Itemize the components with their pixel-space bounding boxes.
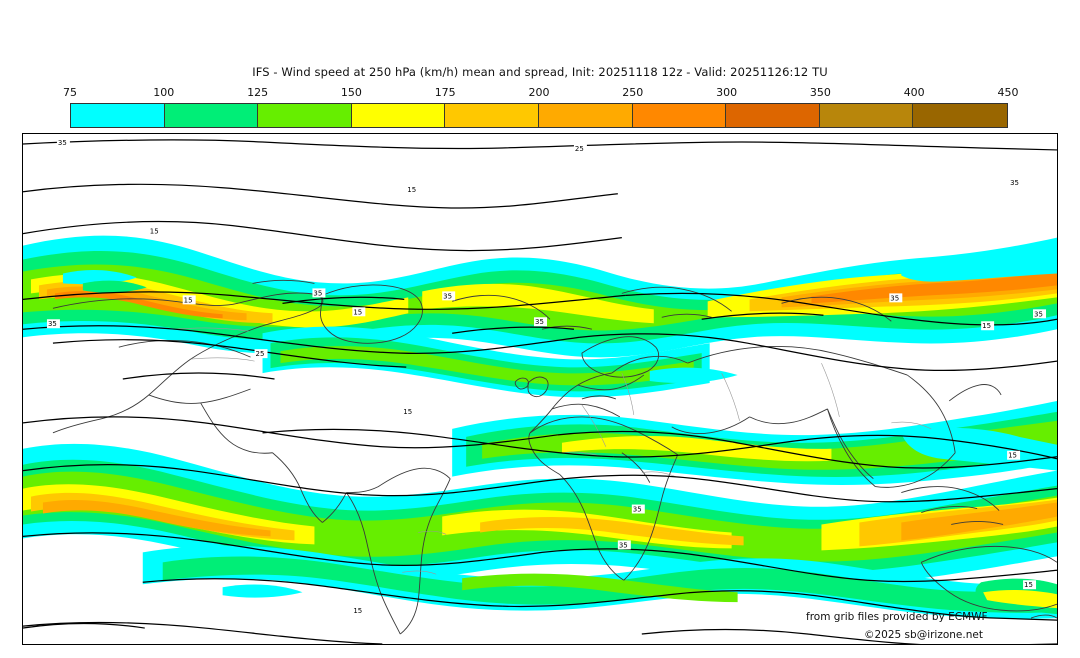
country-borders [172,327,932,575]
svg-text:25: 25 [256,350,265,358]
colorbar-tick-400: 400 [903,86,925,99]
svg-text:25: 25 [575,145,584,153]
svg-text:35: 35 [58,139,67,147]
weather-map[interactable]: 35 25 15 15 35 35 15 15 35 35 15 35 35 2… [22,133,1058,645]
svg-text:15: 15 [407,186,416,194]
colorbar-band-200-250 [538,104,633,127]
colorbar-band-100-125 [164,104,259,127]
colorbar-tick-150: 150 [340,86,362,99]
svg-text:35: 35 [535,318,544,326]
colorbar-tick-labels: 75 100 125 150 175 200 250 300 350 400 450 [63,86,1019,101]
colorbar-tick-450: 450 [997,86,1019,99]
svg-text:15: 15 [150,228,159,236]
colorbar-band-125-150 [258,104,352,127]
map-canvas: 35 25 15 15 35 35 15 15 35 35 15 35 35 2… [23,137,1057,644]
colorbar-band-175-200 [445,104,539,127]
page-title: IFS - Wind speed at 250 hPa (km/h) mean … [252,65,828,79]
colorbar: 75 100 125 150 175 200 250 300 350 400 450 [63,86,1019,128]
colorbar-tick-175: 175 [434,86,456,99]
colorbar-tick-350: 350 [809,86,831,99]
svg-text:15: 15 [353,308,362,316]
colorbar-band-400-450 [913,104,1007,127]
colorbar-tick-125: 125 [247,86,269,99]
data-source-credit: from grib files provided by ECMWF [806,611,988,623]
colorbar-band-350-400 [819,104,914,127]
colorbar-tick-75: 75 [63,86,77,99]
svg-text:35: 35 [1010,179,1019,187]
svg-text:15: 15 [353,607,362,615]
svg-text:35: 35 [48,320,57,328]
svg-text:15: 15 [403,408,412,416]
colorbar-tick-200: 200 [528,86,550,99]
svg-text:35: 35 [633,506,642,514]
colorbar-band-150-175 [351,104,446,127]
svg-text:35: 35 [443,292,452,300]
colorbar-band-75-100 [71,104,165,127]
copyright-credit: ©2025 sb@irizone.net [864,629,983,641]
colorbar-band-250-300 [632,104,727,127]
svg-text:35: 35 [1034,310,1043,318]
svg-text:35: 35 [313,289,322,297]
contour-labels: 35 25 15 15 35 35 15 15 35 35 15 35 35 2… [46,137,1047,615]
svg-text:35: 35 [619,541,628,549]
svg-text:15: 15 [982,322,991,330]
svg-text:15: 15 [184,296,193,304]
colorbar-band-300-350 [726,104,820,127]
colorbar-tick-300: 300 [716,86,738,99]
svg-text:15: 15 [1024,581,1033,589]
svg-text:15: 15 [1008,452,1017,460]
colorbar-tick-250: 250 [622,86,644,99]
colorbar-tick-100: 100 [153,86,175,99]
colorbar-bands [70,103,1008,128]
shaded-windspeed-field [23,235,1057,619]
svg-text:35: 35 [890,294,899,302]
